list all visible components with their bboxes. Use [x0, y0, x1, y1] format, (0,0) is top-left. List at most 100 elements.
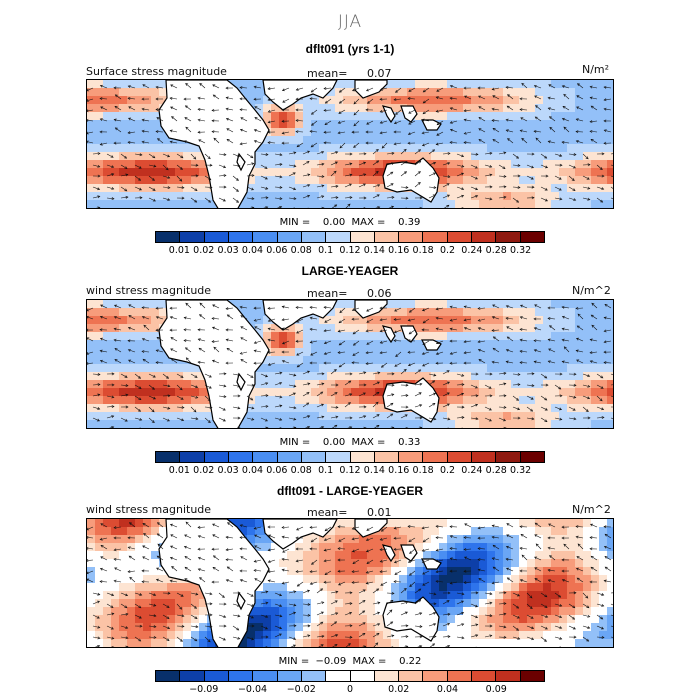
colorbar-swatch	[204, 232, 229, 242]
colorbar-tick-label: 0.08	[290, 245, 312, 256]
panel-1-min-max: MIN = 0.00 MAX = 0.39	[279, 217, 421, 228]
colorbar-tick-label: 0.28	[485, 465, 507, 476]
colorbar-tick-label: 0.2	[439, 245, 456, 256]
colorbar-tick-label: 0.06	[266, 465, 288, 476]
colorbar-tick-label: 0.12	[339, 245, 361, 256]
colorbar-swatch	[204, 452, 229, 462]
panel-1-map-svg	[87, 80, 613, 208]
land-mass	[382, 596, 440, 642]
colorbar-swatch	[350, 671, 375, 681]
colorbar-tick-label: 0.14	[363, 465, 385, 476]
colorbar-tick-label: 0.03	[217, 465, 239, 476]
panel-1-colorbar-ticks: 0.01 0.02 0.03 0.04 0.06 0.08 0.1 0.12 0.14 0.16 0…	[155, 245, 545, 257]
colorbar-swatch	[277, 671, 302, 681]
colorbar-swatch	[204, 671, 229, 681]
colorbar-swatch	[423, 452, 448, 462]
colorbar-tick-label: 0.24	[461, 465, 483, 476]
colorbar-tick-label: 0.03	[217, 245, 239, 256]
colorbar-swatch	[496, 452, 521, 462]
colorbar-tick-label: 0.02	[193, 245, 215, 256]
colorbar-swatch	[156, 232, 181, 242]
colorbar-tick-label: 0.04	[241, 465, 264, 476]
colorbar-swatch	[156, 671, 181, 681]
land-mass	[262, 519, 338, 550]
panel-1-title: dflt091 (yrs 1-1)	[305, 42, 395, 56]
colorbar-swatch	[472, 671, 497, 681]
land-mass	[400, 544, 418, 562]
panel-2-units: N/m^2	[572, 284, 611, 297]
colorbar-tick-label: −0.04	[237, 684, 268, 695]
land-mass	[400, 105, 418, 123]
colorbar-swatch	[496, 232, 521, 242]
panel-2-colorbar	[155, 451, 545, 463]
colorbar-tick-label: 0.18	[412, 465, 434, 476]
colorbar-tick-label: 0.28	[485, 245, 507, 256]
panel-1-colorbar	[155, 231, 545, 243]
colorbar-tick-label: 0.18	[412, 245, 434, 256]
colorbar-swatch	[496, 671, 521, 681]
colorbar-tick-label: 0.12	[339, 465, 361, 476]
colorbar-swatch	[180, 452, 205, 462]
colorbar-tick-label: 0	[346, 684, 354, 695]
colorbar-tick-label: 0.14	[363, 245, 385, 256]
colorbar-swatch	[399, 671, 424, 681]
panel-2-title: LARGE-YEAGER	[301, 264, 399, 278]
colorbar-swatch	[472, 232, 497, 242]
season-title: JJA	[337, 12, 363, 32]
colorbar-tick-label: 0.2	[439, 465, 456, 476]
colorbar-tick-label: 0.04	[436, 684, 459, 695]
panel-3-map	[86, 518, 614, 648]
panel-1-units: N/m²	[582, 63, 610, 76]
colorbar-tick-label: 0.1	[318, 465, 334, 476]
panel-3-units: N/m^2	[572, 503, 611, 516]
colorbar-swatch	[301, 452, 327, 462]
panel-2-min-max: MIN = 0.00 MAX = 0.33	[279, 437, 421, 448]
panel-2-colorbar-ticks: 0.01 0.02 0.03 0.04 0.06 0.08 0.1 0.12 0.14 0.16 0…	[155, 465, 545, 477]
panel-3-colorbar-ticks: −0.09 −0.04 −0.02 0 0.02 0.04 0.09	[155, 684, 545, 696]
colorbar-swatch	[228, 671, 254, 681]
colorbar-swatch	[253, 671, 278, 681]
colorbar-swatch	[423, 671, 448, 681]
colorbar-tick-label: −0.02	[286, 684, 316, 695]
colorbar-swatch	[228, 452, 254, 462]
colorbar-swatch	[326, 232, 351, 242]
panel-2-map-svg	[87, 300, 613, 428]
colorbar-tick-label: 0.06	[266, 245, 288, 256]
panel-2-variable-label: wind stress magnitude	[86, 284, 212, 297]
panel-1-variable-label: Surface stress magnitude	[86, 65, 227, 78]
colorbar-swatch	[399, 232, 424, 242]
panel-1-mean-label: mean=	[307, 67, 348, 80]
colorbar-swatch	[228, 232, 254, 242]
colorbar-tick-label: 0.32	[510, 465, 532, 476]
land-mass	[158, 80, 270, 208]
colorbar-tick-label: −0.09	[189, 684, 219, 695]
colorbar-swatch	[253, 232, 278, 242]
colorbar-tick-label: 0.01	[168, 245, 190, 256]
land-mass	[421, 119, 442, 131]
colorbar-swatch	[374, 452, 400, 462]
colorbar-tick-label: 0.02	[388, 684, 410, 695]
colorbar-swatch	[326, 671, 351, 681]
colorbar-swatch	[447, 671, 473, 681]
land-mass	[382, 377, 440, 423]
panel-3-min-max: MIN = −0.09 MAX = 0.22	[278, 656, 422, 667]
colorbar-swatch	[350, 232, 375, 242]
colorbar-swatch	[156, 452, 181, 462]
colorbar-swatch	[326, 452, 351, 462]
panel-1-map	[86, 79, 614, 209]
panel-2-map	[86, 299, 614, 429]
colorbar-tick-label: 0.01	[168, 465, 190, 476]
colorbar-swatch	[374, 671, 400, 681]
colorbar-tick-label: 0.16	[388, 245, 410, 256]
colorbar-swatch	[520, 232, 544, 242]
colorbar-swatch	[399, 452, 424, 462]
colorbar-swatch	[180, 232, 205, 242]
colorbar-swatch	[180, 671, 205, 681]
colorbar-swatch	[472, 452, 497, 462]
colorbar-swatch	[374, 232, 400, 242]
panel-3-map-svg	[87, 519, 613, 647]
colorbar-swatch	[277, 232, 302, 242]
colorbar-tick-label: 0.16	[388, 465, 410, 476]
colorbar-swatch	[520, 671, 544, 681]
colorbar-swatch	[301, 232, 327, 242]
